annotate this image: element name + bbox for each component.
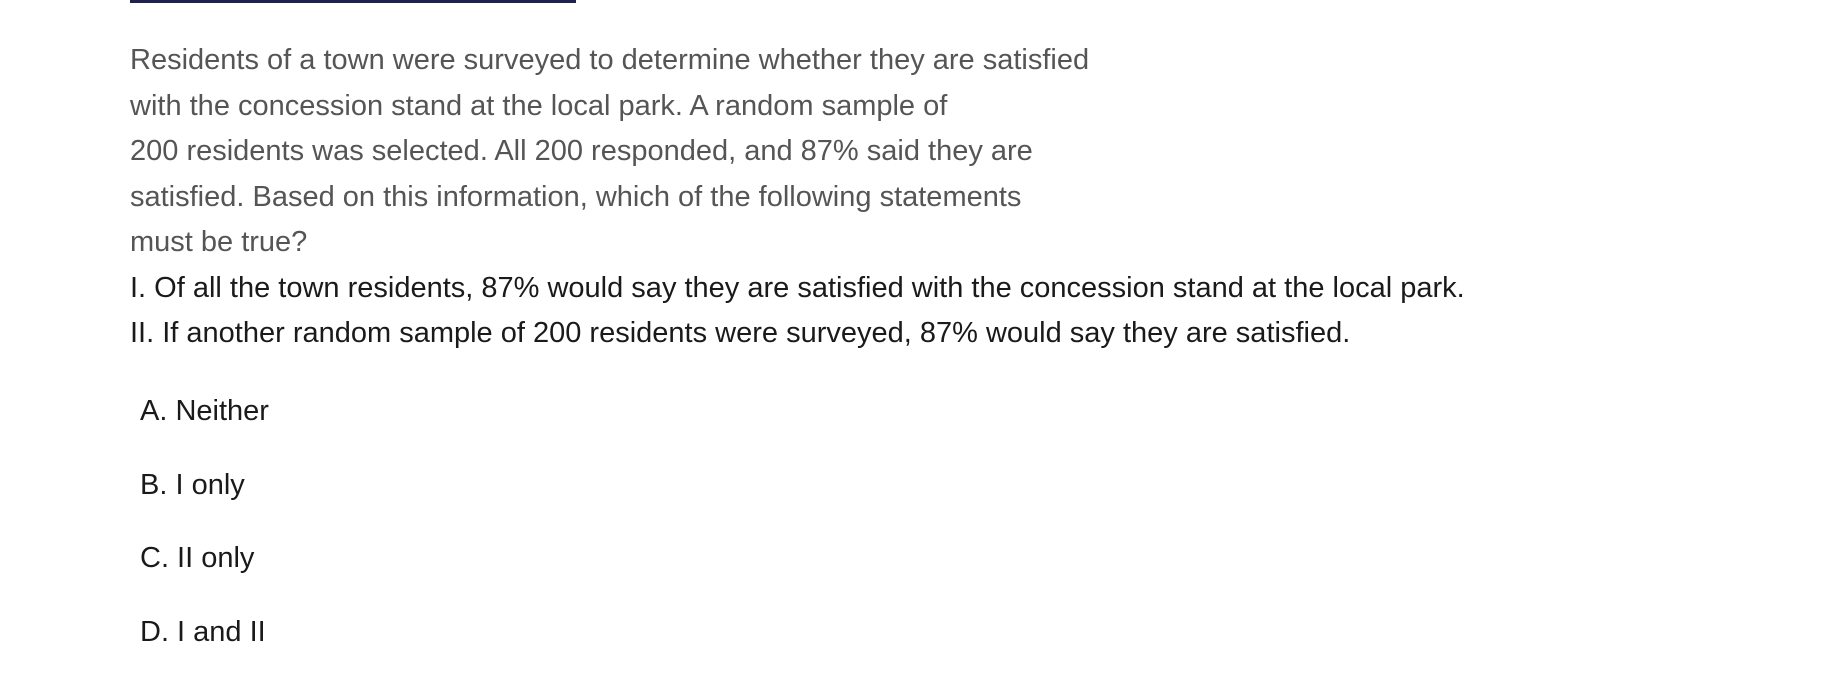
statement-ii: II. If another random sample of 200 resi… <box>130 317 1351 349</box>
question-stem: Residents of a town were surveyed to det… <box>130 38 1730 266</box>
question-block: Residents of a town were surveyed to det… <box>130 38 1730 357</box>
question-stem-line: Residents of a town were surveyed to det… <box>130 44 1090 76</box>
choice-c[interactable]: C. II only <box>140 542 255 575</box>
answer-choices: A. Neither B. I only C. II only D. I and… <box>140 375 269 669</box>
question-stem-line: with the concession stand at the local p… <box>130 89 948 122</box>
question-stem-line: must be true? <box>130 226 308 258</box>
statement-i: I. Of all the town residents, 87% would … <box>130 271 1465 304</box>
question-stem-line: 200 residents was selected. All 200 resp… <box>130 135 1033 167</box>
choice-b[interactable]: B. I only <box>140 468 245 501</box>
question-stem-line: satisfied. Based on this information, wh… <box>130 180 1022 213</box>
choice-a[interactable]: A. Neither <box>140 395 269 428</box>
choice-d[interactable]: D. I and II <box>140 615 266 648</box>
header-underline <box>130 0 576 3</box>
